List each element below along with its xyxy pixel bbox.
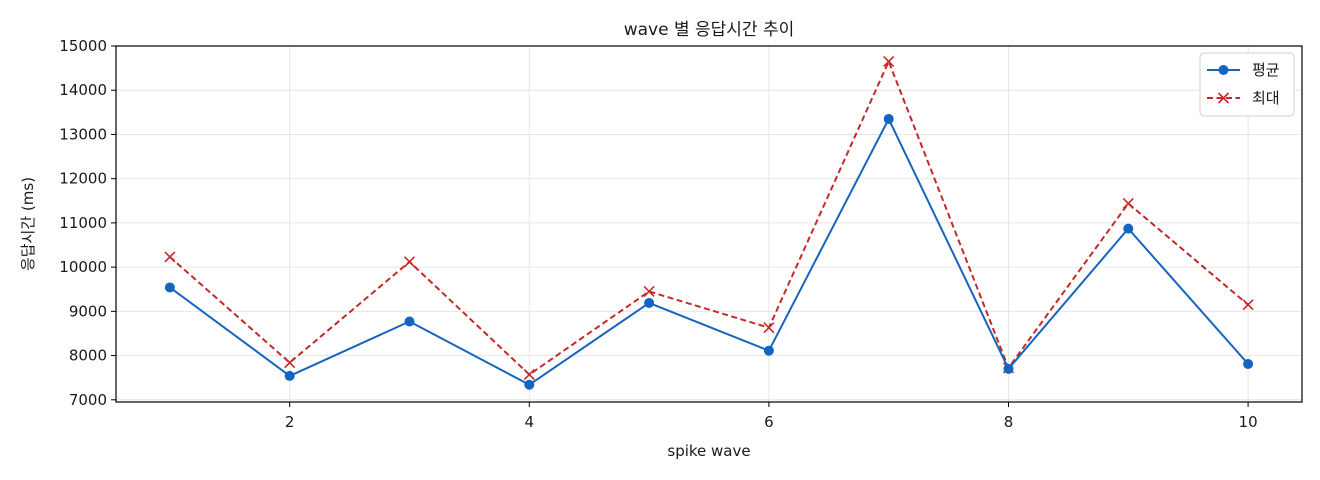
data-point-avg <box>644 297 655 308</box>
y-tick-label: 13000 <box>59 125 107 143</box>
data-point-max <box>164 251 176 263</box>
y-tick-label: 11000 <box>59 214 107 232</box>
chart-title: wave 별 응답시간 추이 <box>624 20 795 40</box>
legend: 평균 최대 <box>1199 52 1295 117</box>
data-point-avg <box>763 345 774 356</box>
legend-label-avg: 평균 <box>1252 61 1280 79</box>
x-axis: 2 4 6 8 10 <box>285 402 1258 431</box>
plot-frame <box>115 45 1303 403</box>
y-axis: 7000 8000 9000 10000 11000 12000 13000 14000 150… <box>59 37 116 409</box>
y-tick-label: 15000 <box>59 37 107 55</box>
y-tick-label: 8000 <box>69 347 107 365</box>
x-tick-label: 8 <box>1004 413 1014 431</box>
data-point-max <box>643 285 655 298</box>
legend-marker-max <box>1217 92 1230 104</box>
legend-marker-glyph <box>1218 65 1229 75</box>
legend-marker-avg <box>1218 65 1229 75</box>
data-point-max <box>1122 197 1134 210</box>
data-point-max <box>763 322 775 334</box>
x-tick-label: 6 <box>764 413 774 431</box>
series-line-max <box>169 60 1249 376</box>
data-point-max <box>1242 299 1254 311</box>
legend-label-max: 최대 <box>1252 89 1280 107</box>
x-tick-label: 10 <box>1239 413 1258 431</box>
data-point-max <box>403 256 416 268</box>
data-point-max <box>883 55 895 68</box>
x-axis-label: spike wave <box>667 442 750 460</box>
y-axis-label: 응답시간 (ms) <box>19 177 37 271</box>
y-tick-label: 9000 <box>69 302 107 320</box>
y-tick-label: 12000 <box>59 170 107 188</box>
plot-area <box>164 55 1254 390</box>
data-point-max <box>523 369 535 381</box>
y-tick-label: 7000 <box>69 391 107 409</box>
data-point-avg <box>1123 223 1134 234</box>
data-point-avg <box>404 316 415 327</box>
legend-box <box>1199 52 1295 117</box>
data-point-avg <box>883 113 894 124</box>
data-point-avg <box>284 370 295 381</box>
data-point-avg <box>1243 358 1254 369</box>
data-point-max <box>284 357 296 369</box>
legend-marker-glyph <box>1217 92 1230 104</box>
x-tick-label: 4 <box>525 413 535 431</box>
grid <box>116 45 1302 402</box>
data-point-avg <box>164 282 175 293</box>
x-tick-label: 2 <box>285 413 295 431</box>
y-tick-label: 14000 <box>59 81 107 99</box>
y-tick-label: 10000 <box>59 258 107 276</box>
data-point-avg <box>1003 363 1014 374</box>
series-line-avg <box>169 117 1249 386</box>
data-point-avg <box>524 379 535 390</box>
